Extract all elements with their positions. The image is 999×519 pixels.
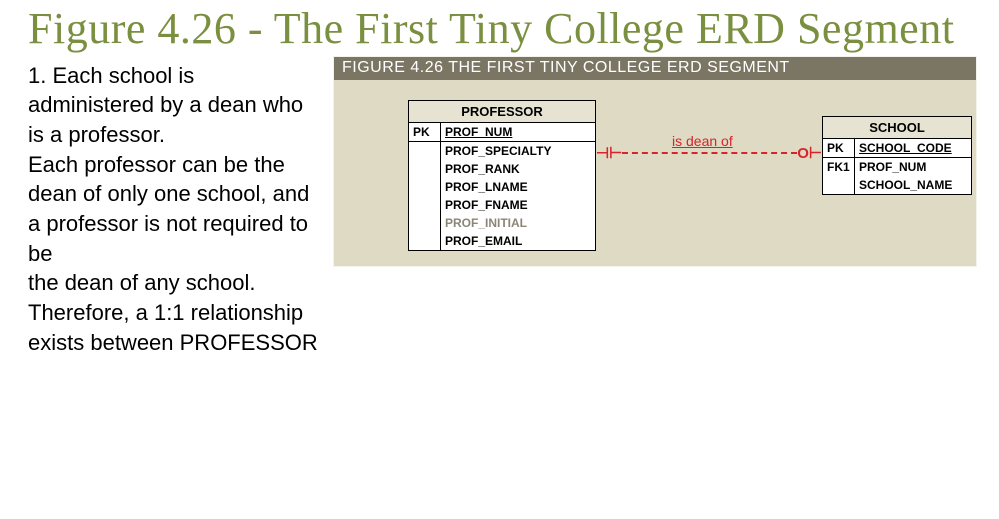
- professor-pk-key: PK: [409, 123, 440, 142]
- school-attr-0: PROF_NUM: [855, 158, 971, 176]
- professor-key-5: [409, 222, 440, 238]
- body-text: 1. Each school is administered by a dean…: [0, 55, 320, 358]
- professor-attr-5: PROF_EMAIL: [441, 232, 595, 250]
- professor-attr-2: PROF_LNAME: [441, 178, 595, 196]
- school-pk-attr: SCHOOL_CODE: [855, 139, 971, 158]
- professor-pk-attr: PROF_NUM: [441, 123, 595, 142]
- professor-key-2: [409, 174, 440, 190]
- entity-school-title: SCHOOL: [823, 117, 971, 139]
- right-cardinality-notation: O⊢: [797, 144, 822, 162]
- school-key-0: FK1: [823, 158, 854, 176]
- professor-attr-1: PROF_RANK: [441, 160, 595, 178]
- entity-professor-title: PROFESSOR: [409, 101, 595, 123]
- relationship-label: is dean of: [672, 133, 733, 149]
- professor-key-1: [409, 158, 440, 174]
- professor-key-4: [409, 206, 440, 222]
- relationship-line: [622, 152, 797, 154]
- professor-key-3: [409, 190, 440, 206]
- school-key-1: [823, 176, 854, 192]
- content-row: 1. Each school is administered by a dean…: [0, 55, 999, 358]
- diagram-caption: FIGURE 4.26 THE FIRST TINY COLLEGE ERD S…: [334, 57, 976, 80]
- professor-attr-3: PROF_FNAME: [441, 196, 595, 214]
- entity-school: SCHOOL PK FK1 SCHOOL_CODE PROF_NUM SCHOO…: [822, 116, 972, 195]
- school-pk-key: PK: [823, 139, 854, 158]
- professor-key-0: [409, 142, 440, 158]
- diagram-body: PROFESSOR PK PROF_NUM PROF_SPECIALTY: [334, 80, 976, 266]
- professor-attr-0: PROF_SPECIALTY: [441, 142, 595, 160]
- erd-diagram-panel: FIGURE 4.26 THE FIRST TINY COLLEGE ERD S…: [334, 57, 976, 266]
- page-title: Figure 4.26 - The First Tiny College ERD…: [0, 0, 999, 55]
- entity-professor: PROFESSOR PK PROF_NUM PROF_SPECIALTY: [408, 100, 596, 251]
- left-cardinality-notation: ⊣⊢: [596, 144, 622, 162]
- school-attr-1: SCHOOL_NAME: [855, 176, 971, 194]
- professor-attr-4: PROF_INITIAL: [441, 214, 595, 232]
